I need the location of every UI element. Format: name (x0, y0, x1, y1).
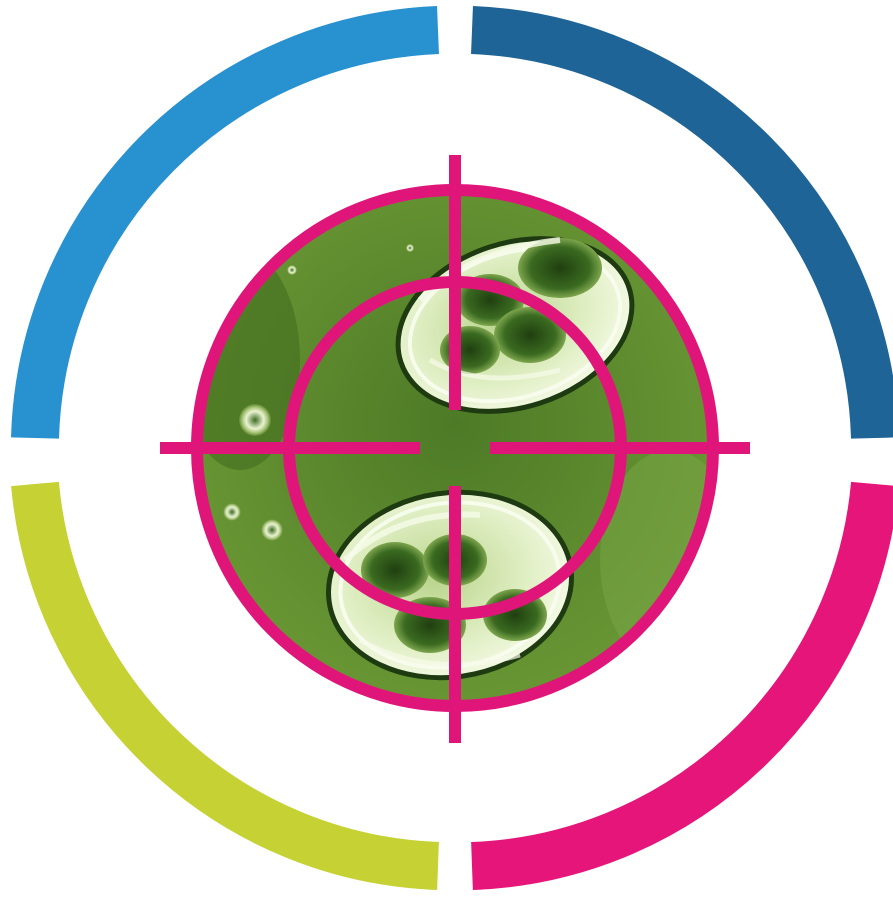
outer-ring (11, 6, 893, 890)
outer-arc-bottom-right (471, 481, 893, 890)
outer-arc-top-left (11, 6, 439, 439)
outer-arc-bottom-left (11, 481, 439, 890)
small-particles (223, 244, 414, 541)
crosshair (160, 155, 750, 743)
outer-arc-top-right (471, 6, 893, 439)
